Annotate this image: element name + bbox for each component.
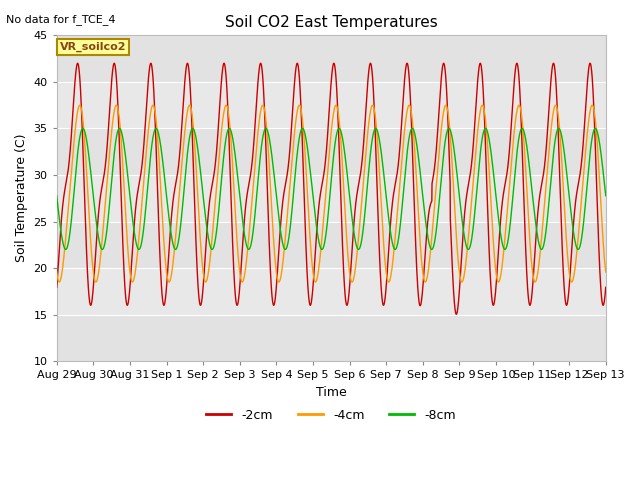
- Text: VR_soilco2: VR_soilco2: [60, 42, 126, 52]
- Bar: [57, 129, 605, 175]
- Legend: -2cm, -4cm, -8cm: -2cm, -4cm, -8cm: [202, 404, 461, 427]
- Bar: [57, 36, 605, 82]
- X-axis label: Time: Time: [316, 386, 347, 399]
- Bar: [57, 314, 605, 361]
- Text: No data for f_TCE_4: No data for f_TCE_4: [6, 14, 116, 25]
- Title: Soil CO2 East Temperatures: Soil CO2 East Temperatures: [225, 15, 438, 30]
- Bar: [57, 221, 605, 268]
- Y-axis label: Soil Temperature (C): Soil Temperature (C): [15, 134, 28, 263]
